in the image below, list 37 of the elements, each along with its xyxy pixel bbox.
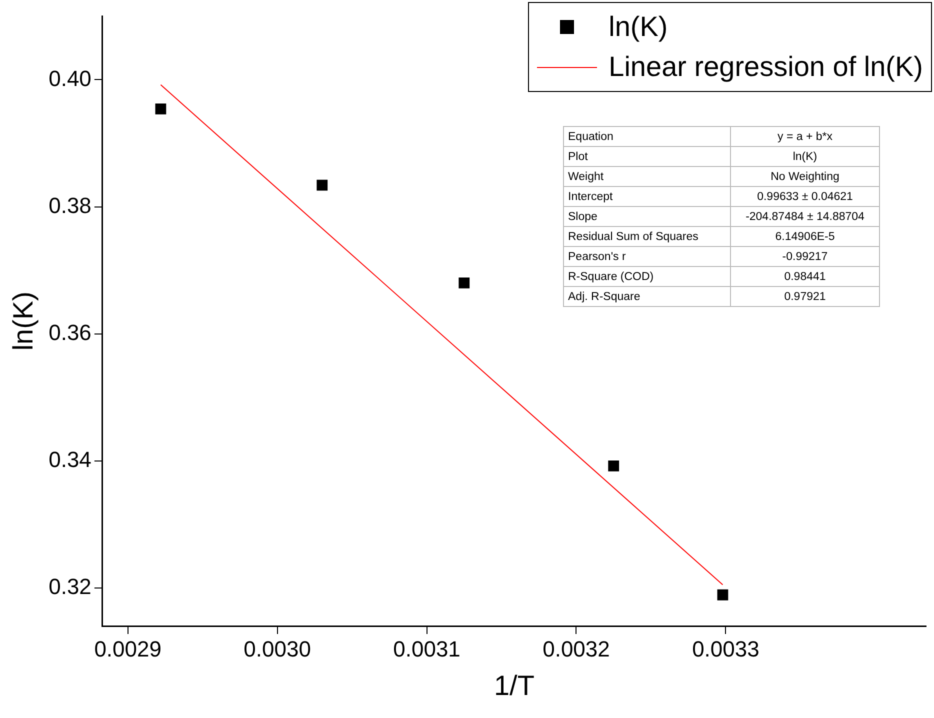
- point: [608, 460, 620, 472]
- annotation: Intercept: [564, 186, 730, 206]
- x-tick-label: 0.0029: [94, 636, 162, 662]
- legend-label: ln(K): [608, 11, 668, 43]
- x-axis-title: 1/T: [494, 670, 534, 701]
- annotation: Pearson's r: [564, 246, 730, 266]
- annotation: 0.98441: [730, 266, 880, 286]
- annotation: Residual Sum of Squares: [564, 226, 730, 246]
- annotation: ln(K): [730, 146, 880, 166]
- x-tick-label: 0.0031: [393, 636, 460, 662]
- point: [155, 103, 166, 114]
- y-tick-label: 0.34: [48, 446, 92, 472]
- annotation: y = a + b*x: [730, 126, 880, 146]
- annotation: Slope: [564, 206, 730, 226]
- point: [458, 278, 470, 288]
- y-tick-label: 0.32: [48, 574, 92, 599]
- annotation: 0.97921: [730, 286, 880, 306]
- annotation: 0.99633 ± 0.04621: [730, 186, 880, 206]
- x-tick-label: 0.0033: [692, 636, 760, 662]
- y-tick-label: 0.40: [48, 66, 92, 91]
- x-tick-label: 0.0032: [542, 636, 610, 662]
- annotation: Plot: [564, 146, 730, 166]
- annotation: -204.87484 ± 14.88704: [730, 206, 880, 226]
- y-tick-label: 0.36: [48, 320, 92, 345]
- annotation: Equation: [564, 126, 730, 146]
- annotation: 6.14906E-5: [730, 226, 880, 246]
- y-tick-label: 0.38: [48, 192, 92, 218]
- legend-label: Linear regression of ln(K): [608, 51, 923, 83]
- annotation: Weight: [564, 166, 730, 186]
- point: [316, 180, 328, 191]
- annotation: R-Square (COD): [564, 266, 730, 286]
- annotation: -0.99217: [730, 246, 880, 266]
- x-tick-label: 0.0030: [244, 636, 311, 662]
- y-axis-title: ln(K): [8, 292, 39, 351]
- annotation: Adj. R-Square: [564, 286, 730, 306]
- point: [717, 589, 728, 600]
- annotation: No Weighting: [730, 166, 880, 186]
